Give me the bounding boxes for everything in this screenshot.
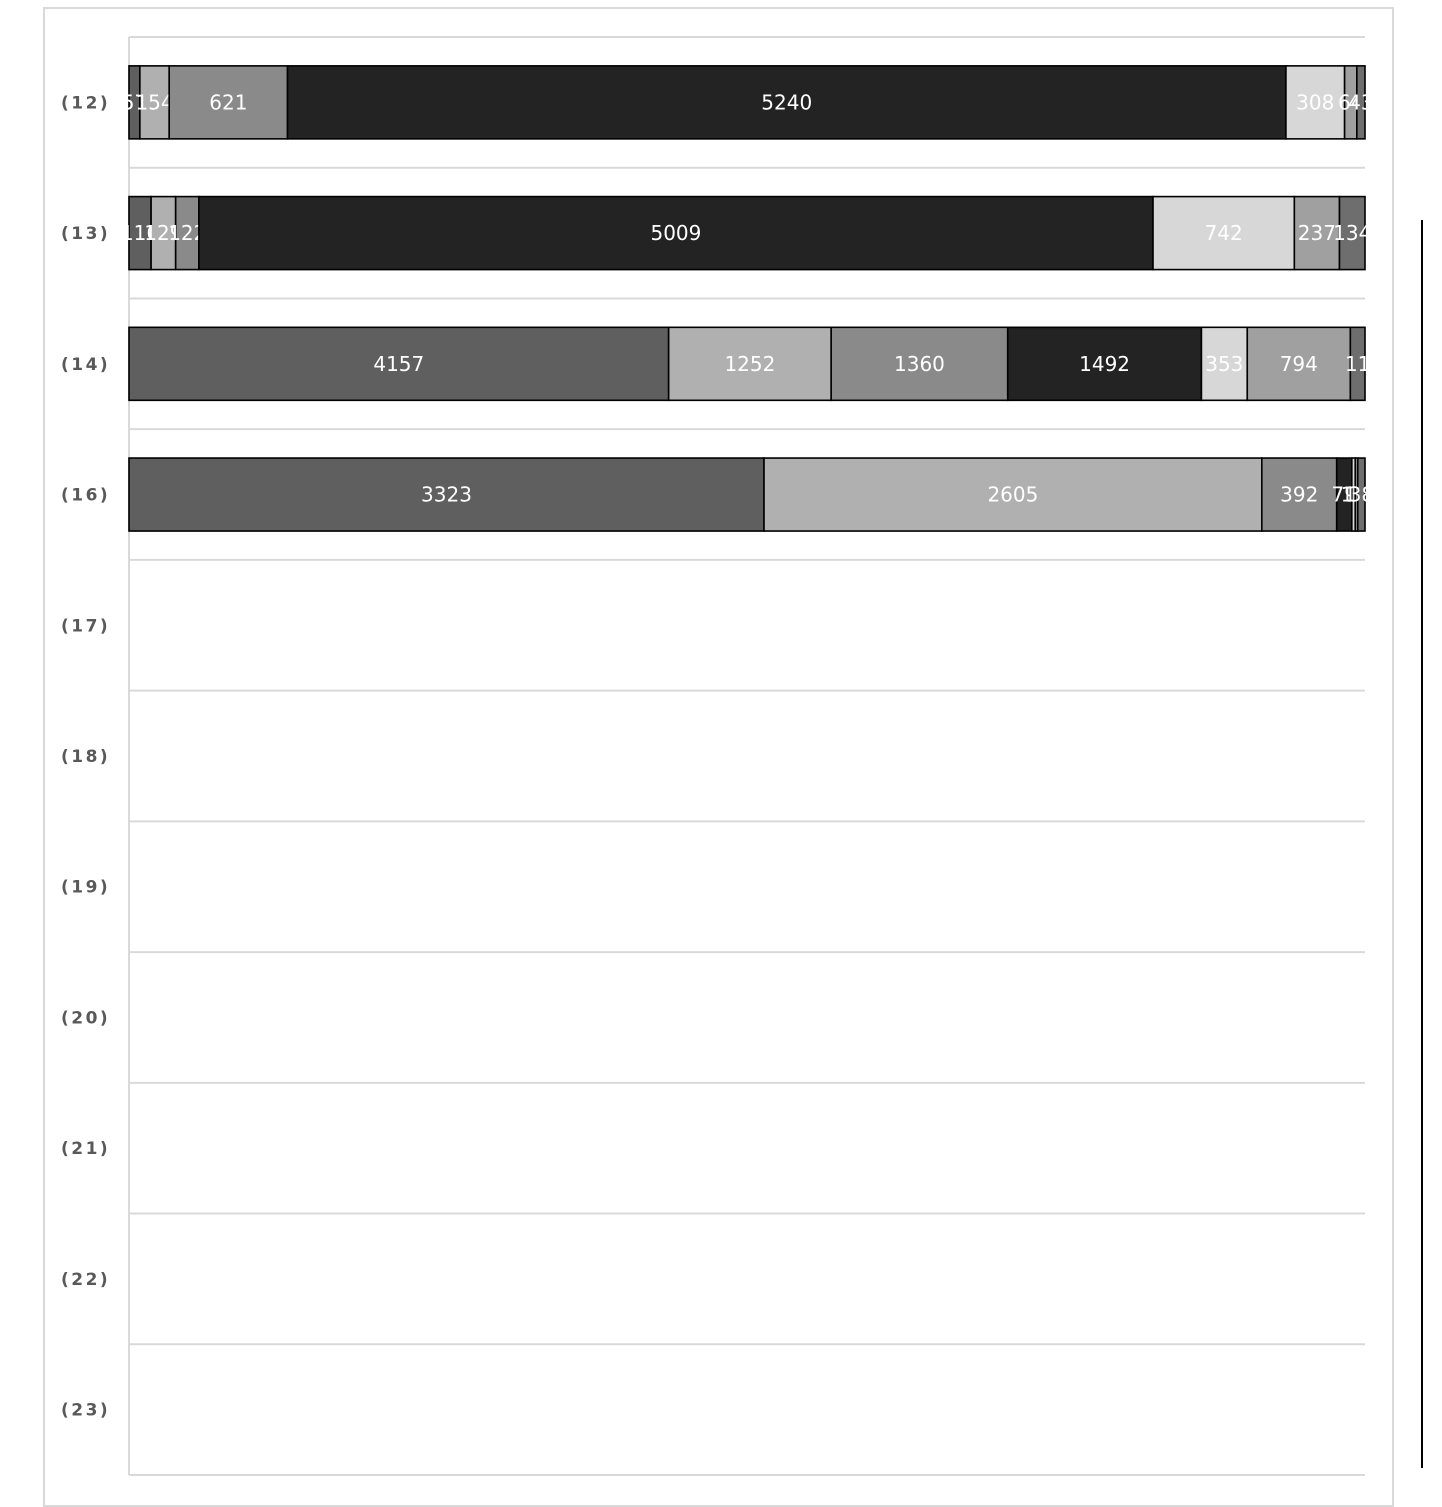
data-label: 134	[1333, 221, 1371, 245]
bar-segment	[1006, 326, 1203, 402]
page-edge-rule	[1421, 220, 1423, 1468]
bar-segment	[1285, 65, 1346, 140]
bar-segment	[128, 457, 765, 532]
bar-segment	[1261, 457, 1338, 532]
bar-segment	[763, 457, 1263, 532]
data-label: 1492	[1079, 352, 1130, 376]
bar-segment	[139, 65, 171, 140]
data-label: 5009	[650, 221, 701, 245]
bar-segment	[286, 65, 1287, 140]
bar-segment	[830, 326, 1009, 402]
data-label: 308	[1296, 90, 1334, 114]
category-label: (20)	[61, 1008, 110, 1028]
data-label: 43	[1348, 90, 1373, 114]
data-label: 237	[1298, 221, 1336, 245]
data-label: 3323	[421, 483, 472, 507]
data-label: 1360	[894, 352, 945, 376]
data-label: 1252	[724, 352, 775, 376]
category-label: (19)	[61, 878, 110, 898]
data-label: 2605	[987, 483, 1038, 507]
category-label: (18)	[61, 747, 110, 767]
category-label: (14)	[61, 355, 110, 375]
bar-segment	[1356, 457, 1366, 532]
bar-group: 4157 1252 1360 1492 353 794 11	[128, 326, 1370, 402]
bar-segment	[1293, 195, 1341, 271]
bar-segment	[128, 326, 670, 402]
category-label: (17)	[61, 616, 110, 636]
category-label: (21)	[61, 1139, 110, 1159]
bar-segment	[667, 326, 832, 402]
bar-segment	[1152, 195, 1296, 271]
data-label: 353	[1205, 352, 1243, 376]
data-label: 794	[1280, 352, 1318, 376]
data-label: 392	[1280, 483, 1318, 507]
data-label: 621	[209, 90, 247, 114]
category-label: (13)	[61, 224, 110, 244]
data-label: 4157	[373, 352, 424, 376]
data-label: 154	[135, 90, 173, 114]
category-label: (23)	[61, 1401, 110, 1421]
bar-segment	[1349, 326, 1366, 402]
category-label: (22)	[61, 1270, 110, 1290]
data-label: 5240	[761, 90, 812, 114]
bar-segment	[168, 65, 289, 140]
data-label: 38	[1349, 483, 1374, 507]
category-label: (16)	[61, 486, 110, 506]
data-label: 742	[1205, 221, 1243, 245]
bar-segment	[1356, 65, 1366, 140]
category-label: (12)	[61, 93, 110, 113]
bar-segment	[198, 195, 1154, 271]
bar-segment	[1338, 195, 1366, 271]
data-label: 11	[1345, 352, 1370, 376]
